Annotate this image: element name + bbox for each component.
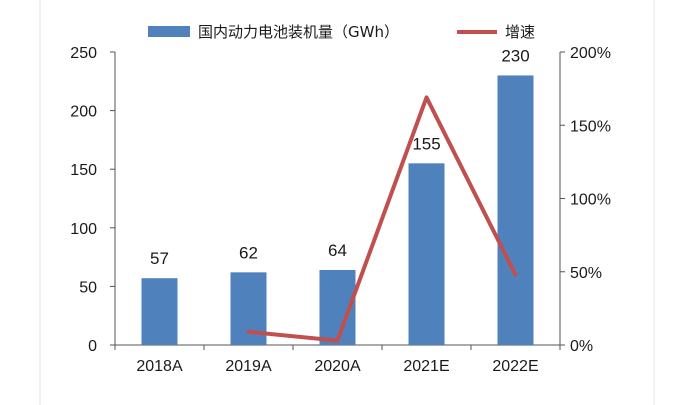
legend-label-line: 增速 bbox=[505, 23, 535, 41]
bar bbox=[141, 278, 178, 345]
y-left-tick-label: 0 bbox=[88, 338, 97, 355]
y-left-tick-label: 150 bbox=[70, 162, 97, 179]
legend-swatch-line bbox=[457, 30, 497, 34]
plot-area: 0 50 100 150 200 250 0% 50% 100% 150% 200% 57 2018A 6… bbox=[70, 45, 611, 375]
data-label: 57 bbox=[150, 249, 169, 268]
legend-label-bar: 国内动力电池装机量（GWh） bbox=[198, 23, 399, 41]
y-left-tick-label: 50 bbox=[79, 279, 97, 296]
bar bbox=[408, 163, 445, 345]
x-tick-label: 2018A bbox=[136, 358, 183, 375]
y-left-tick-label: 250 bbox=[70, 45, 97, 62]
y-right-tick-label: 100% bbox=[570, 192, 611, 209]
growth-line bbox=[246, 95, 518, 343]
bar bbox=[497, 75, 534, 345]
data-label: 155 bbox=[412, 134, 440, 153]
x-tick-label: 2022E bbox=[492, 358, 538, 375]
data-label: 64 bbox=[328, 241, 347, 260]
x-tick-label: 2020A bbox=[314, 358, 361, 375]
y-right-tick-label: 0% bbox=[570, 338, 593, 355]
y-right-tick-label: 150% bbox=[570, 118, 611, 135]
y-right-tick-label: 50% bbox=[570, 265, 602, 282]
x-tick-label: 2021E bbox=[403, 358, 449, 375]
data-label: 62 bbox=[239, 243, 258, 262]
x-tick-label: 2019A bbox=[225, 358, 272, 375]
legend-swatch-bar bbox=[148, 26, 190, 37]
y-left-tick-label: 200 bbox=[70, 104, 97, 121]
data-label: 230 bbox=[501, 46, 529, 65]
y-left-tick-label: 100 bbox=[70, 221, 97, 238]
legend: 国内动力电池装机量（GWh） 增速 bbox=[148, 23, 535, 41]
y-right-tick-label: 200% bbox=[570, 45, 611, 62]
